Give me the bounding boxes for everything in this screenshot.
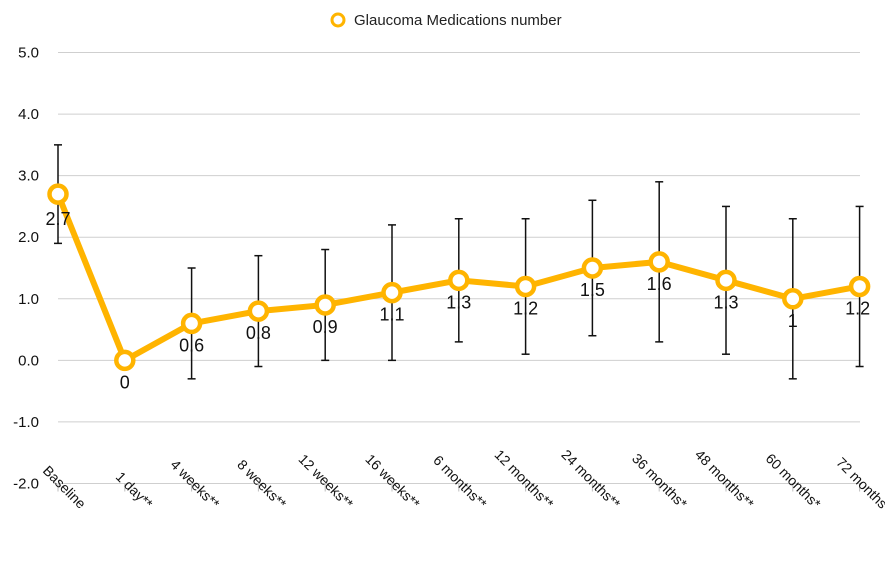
y-tick-label: 4.0 [18, 106, 39, 123]
x-tick-label: Baseline [40, 462, 89, 511]
data-label: 1.6 [647, 274, 672, 294]
y-tick-label: 3.0 [18, 168, 39, 185]
legend-label: Glaucoma Medications number [354, 12, 562, 29]
data-point [448, 269, 470, 292]
y-axis-ticks: 5.0 4.0 3.0 2.0 1.0 0.0 -1.0 -2.0 [13, 45, 39, 493]
y-tick-label: -2.0 [13, 476, 39, 493]
y-tick-label: 5.0 [18, 45, 39, 62]
data-label: 2.7 [45, 209, 70, 229]
data-point [381, 281, 403, 304]
data-label: 1.1 [379, 305, 404, 325]
data-point [782, 288, 804, 310]
x-tick-label: 48 months** [692, 446, 758, 512]
data-point [247, 300, 270, 322]
x-tick-label: 24 months** [558, 446, 624, 512]
y-tick-label: 2.0 [18, 229, 39, 246]
data-point [581, 257, 604, 279]
data-point [114, 349, 136, 372]
data-point [314, 294, 336, 316]
data-label: 1.2 [513, 298, 538, 318]
x-tick-label: 4 weeks** [167, 456, 223, 512]
data-point [648, 251, 670, 273]
data-label: 1.3 [713, 292, 738, 312]
data-label: 1 [788, 311, 798, 331]
x-tick-label: 12 weeks** [296, 451, 357, 512]
data-label: 0 [120, 372, 130, 392]
data-point [848, 275, 871, 298]
data-labels: 2.7 0 0.6 0.8 0.9 1.1 1.3 1.2 1.5 1.6 1.3 1 1.2 [45, 209, 870, 392]
x-tick-label: 36 months* [629, 450, 691, 512]
legend-marker [330, 12, 346, 28]
legend[interactable]: Glaucoma Medications number [330, 12, 562, 29]
error-bars [54, 144, 864, 380]
y-tick-label: 0.0 [18, 352, 39, 369]
data-point [180, 312, 203, 335]
x-tick-label: 8 weeks** [234, 456, 290, 512]
x-tick-label: 6 months** [430, 452, 490, 512]
x-axis-ticks: Baseline 1 day** 4 weeks** 8 weeks** 12 week… [40, 446, 885, 512]
data-point [715, 269, 737, 292]
data-label: 1.2 [845, 298, 870, 318]
x-tick-label: 16 weeks** [362, 451, 423, 512]
data-label: 1.3 [446, 292, 471, 312]
x-tick-label: 12 months** [492, 446, 558, 512]
data-label: 0.6 [179, 335, 204, 355]
x-tick-label: 72 months [833, 454, 885, 512]
x-tick-label: 1 day** [113, 468, 157, 512]
data-label: 0.8 [246, 323, 271, 343]
data-point [47, 183, 69, 205]
data-point [514, 275, 537, 298]
data-label: 1.5 [580, 280, 605, 300]
y-tick-label: -1.0 [13, 414, 39, 431]
data-label: 0.9 [313, 317, 338, 337]
y-tick-label: 1.0 [18, 291, 39, 308]
data-points [47, 183, 871, 372]
x-tick-label: 60 months* [763, 450, 825, 512]
